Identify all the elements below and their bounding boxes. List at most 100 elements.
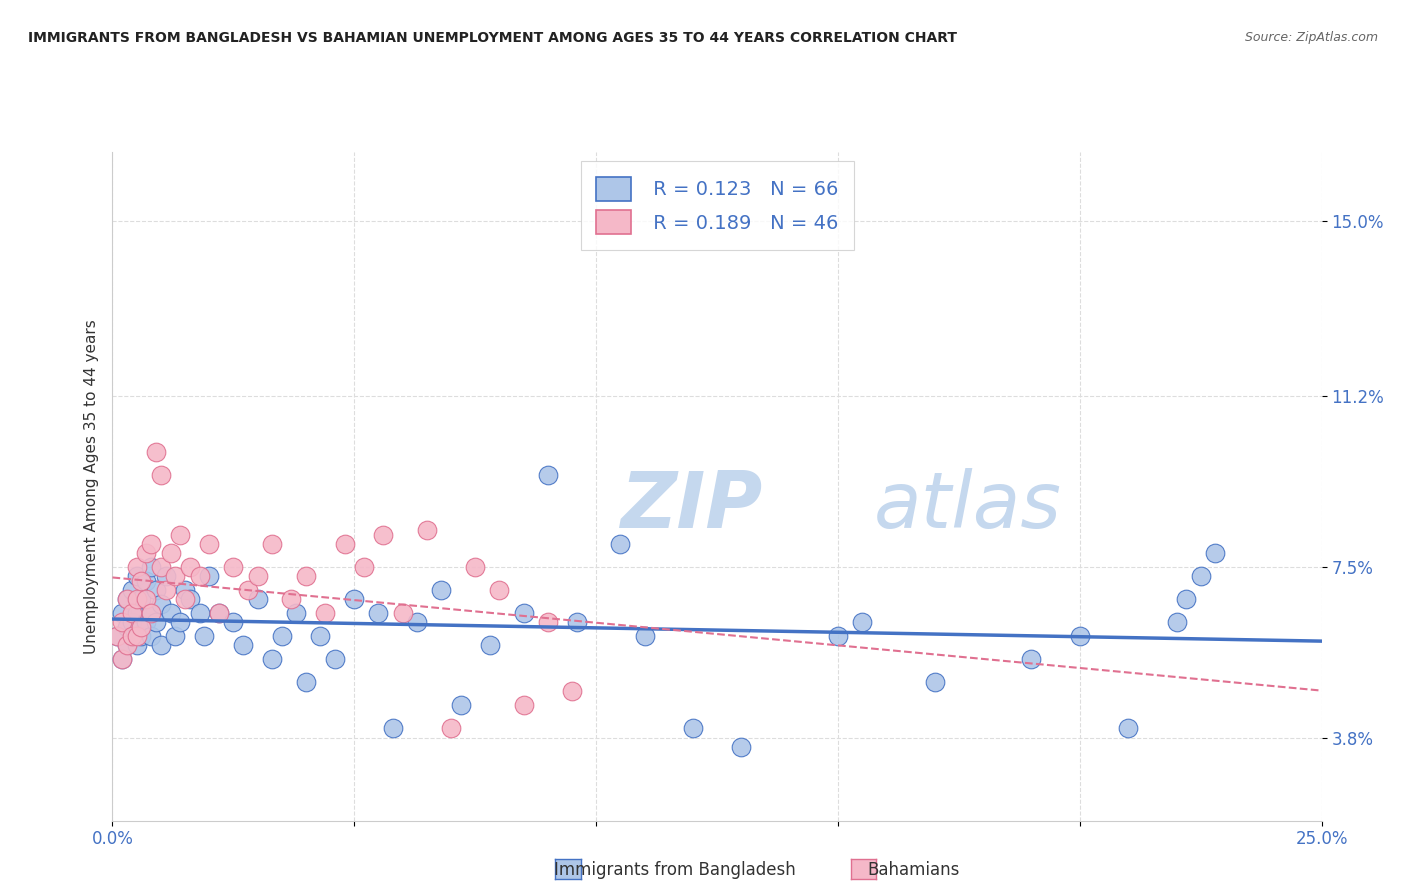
Point: [165, 629, 187, 643]
Point: [382, 722, 405, 736]
Point: [149, 560, 172, 574]
Point: [131, 574, 153, 588]
Point: [179, 592, 201, 607]
Point: [188, 606, 211, 620]
Text: IMMIGRANTS FROM BANGLADESH VS BAHAMIAN UNEMPLOYMENT AMONG AGES 35 TO 44 YEARS CO: IMMIGRANTS FROM BANGLADESH VS BAHAMIAN U…: [28, 31, 957, 45]
Point: [537, 467, 560, 482]
Point: [561, 684, 583, 698]
Point: [924, 675, 946, 690]
Point: [367, 606, 389, 620]
Point: [285, 606, 308, 620]
Point: [353, 560, 375, 574]
Point: [105, 629, 128, 643]
Point: [159, 546, 181, 560]
Point: [1116, 722, 1139, 736]
Point: [730, 739, 752, 754]
Point: [314, 606, 336, 620]
Point: [488, 582, 510, 597]
Point: [115, 620, 138, 634]
Text: ZIP: ZIP: [620, 468, 762, 544]
Point: [155, 582, 177, 597]
Text: Source: ZipAtlas.com: Source: ZipAtlas.com: [1244, 31, 1378, 45]
Point: [131, 620, 153, 634]
Point: [174, 592, 197, 607]
Point: [135, 574, 157, 588]
Point: [232, 638, 254, 652]
Point: [851, 615, 873, 630]
Point: [169, 527, 191, 541]
Point: [121, 606, 143, 620]
Point: [188, 569, 211, 583]
Point: [121, 629, 143, 643]
Text: atlas: atlas: [875, 468, 1062, 544]
Point: [155, 569, 177, 583]
Point: [111, 652, 134, 666]
Point: [159, 606, 181, 620]
Point: [111, 615, 134, 630]
Point: [1166, 615, 1188, 630]
Point: [125, 592, 148, 607]
Point: [105, 629, 128, 643]
Point: [121, 615, 143, 630]
Point: [1175, 592, 1198, 607]
Point: [141, 606, 163, 620]
Point: [193, 629, 215, 643]
Legend:  R = 0.123   N = 66,  R = 0.189   N = 46: R = 0.123 N = 66, R = 0.189 N = 46: [581, 161, 853, 250]
Point: [121, 629, 143, 643]
Point: [565, 615, 588, 630]
Point: [343, 592, 366, 607]
Point: [125, 606, 148, 620]
Point: [125, 560, 148, 574]
Point: [373, 527, 395, 541]
Point: [145, 444, 167, 458]
Point: [450, 698, 472, 713]
Point: [115, 592, 138, 607]
Point: [246, 569, 269, 583]
Point: [246, 592, 269, 607]
Point: [141, 606, 163, 620]
Point: [416, 523, 439, 537]
Point: [141, 629, 163, 643]
Point: [280, 592, 302, 607]
Point: [115, 592, 138, 607]
Point: [149, 467, 172, 482]
Point: [406, 615, 429, 630]
Point: [333, 537, 356, 551]
Point: [169, 615, 191, 630]
Point: [141, 537, 163, 551]
Point: [262, 652, 284, 666]
Point: [131, 592, 153, 607]
Point: [295, 675, 318, 690]
Point: [262, 537, 284, 551]
Point: [165, 569, 187, 583]
Y-axis label: Unemployment Among Ages 35 to 44 years: Unemployment Among Ages 35 to 44 years: [83, 318, 98, 654]
Point: [115, 638, 138, 652]
Point: [633, 629, 655, 643]
Point: [145, 582, 167, 597]
Point: [141, 560, 163, 574]
Point: [1204, 546, 1226, 560]
Point: [125, 569, 148, 583]
Point: [1021, 652, 1043, 666]
Point: [609, 537, 631, 551]
Point: [121, 582, 143, 597]
Point: [222, 615, 245, 630]
Point: [1069, 629, 1091, 643]
Point: [149, 638, 172, 652]
Point: [135, 546, 157, 560]
Point: [208, 606, 231, 620]
Point: [512, 606, 534, 620]
Point: [111, 652, 134, 666]
Point: [236, 582, 259, 597]
Point: [537, 615, 560, 630]
Point: [131, 629, 153, 643]
Point: [125, 629, 148, 643]
Point: [198, 537, 221, 551]
Point: [295, 569, 318, 583]
Point: [391, 606, 413, 620]
Point: [440, 722, 463, 736]
Point: [1189, 569, 1212, 583]
Point: [222, 560, 245, 574]
Point: [135, 592, 157, 607]
Point: [208, 606, 231, 620]
